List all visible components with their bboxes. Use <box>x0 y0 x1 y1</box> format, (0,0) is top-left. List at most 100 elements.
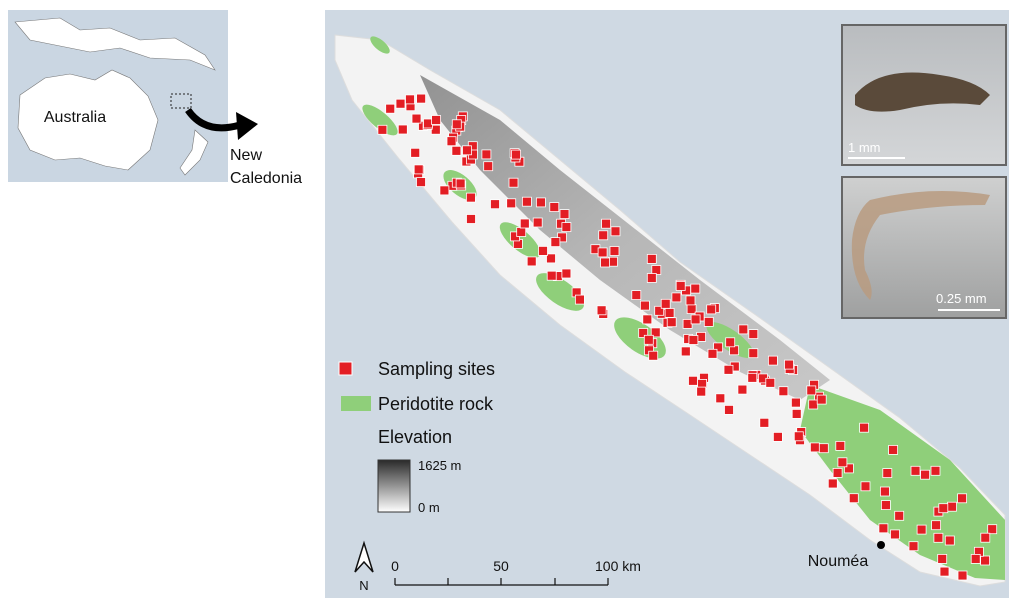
sampling-site <box>512 150 521 159</box>
sampling-site <box>507 199 516 208</box>
sampling-site <box>849 494 858 503</box>
sampling-site <box>838 458 847 467</box>
sampling-site <box>971 554 980 563</box>
sampling-site <box>417 178 426 187</box>
sampling-site <box>610 247 619 256</box>
sampling-site <box>539 246 548 255</box>
sampling-site <box>547 271 556 280</box>
sampling-site <box>522 197 531 206</box>
sampling-site <box>883 469 892 478</box>
sampling-site <box>895 511 904 520</box>
sampling-site <box>779 387 788 396</box>
sampling-site <box>833 468 842 477</box>
sampling-site <box>597 306 606 315</box>
australia-label: Australia <box>44 109 106 126</box>
sampling-site <box>644 335 653 344</box>
sampling-site <box>981 556 990 565</box>
sampling-site <box>509 178 518 187</box>
sampling-site <box>520 219 529 228</box>
sampling-site <box>452 146 461 155</box>
city-label: Nouméa <box>808 553 869 570</box>
sampling-site <box>891 530 900 539</box>
inset-map: Australia New Caledonia <box>8 10 302 187</box>
sampling-site <box>948 502 957 511</box>
sampling-site <box>879 524 888 533</box>
sampling-site <box>414 165 423 174</box>
sampling-site <box>807 386 816 395</box>
sampling-site <box>766 378 775 387</box>
legend-site-symbol <box>339 362 352 375</box>
sampling-site <box>447 137 456 146</box>
sampling-site <box>940 567 949 576</box>
sampling-site <box>909 542 918 551</box>
sampling-site <box>667 318 676 327</box>
sampling-site <box>773 432 782 441</box>
sampling-site <box>378 125 387 134</box>
elevation-max: 1625 m <box>418 458 461 473</box>
legend-label: Sampling sites <box>378 359 495 379</box>
callout-arrowhead <box>236 112 258 140</box>
sampling-site <box>810 443 819 452</box>
sampling-site <box>640 301 649 310</box>
sampling-site <box>386 104 395 113</box>
sampling-site <box>707 305 716 314</box>
sampling-site <box>482 150 491 159</box>
sampling-site <box>517 228 526 237</box>
sampling-site <box>440 186 449 195</box>
sampling-site <box>958 571 967 580</box>
sampling-site <box>691 284 700 293</box>
sampling-site <box>601 258 610 267</box>
sampling-site <box>932 521 941 530</box>
sampling-site <box>889 445 898 454</box>
sampling-site <box>917 525 926 534</box>
sampling-site <box>536 198 545 207</box>
figure: Australia New Caledonia 1 mm 0.25 mm <box>0 0 1009 598</box>
sampling-site <box>749 349 758 358</box>
main-map: 1 mm 0.25 mm Sampling sites Peridotite r… <box>325 10 1009 598</box>
sampling-site <box>643 315 652 324</box>
sampling-site <box>527 257 536 266</box>
sampling-site <box>599 231 608 240</box>
sampling-site <box>938 554 947 563</box>
sampling-site <box>661 299 670 308</box>
elevation-min: 0 m <box>418 500 440 515</box>
sampling-site <box>406 95 415 104</box>
sampling-site <box>452 120 461 129</box>
sampling-site <box>726 338 735 347</box>
sampling-site <box>828 479 837 488</box>
sampling-site <box>817 395 826 404</box>
sampling-site <box>768 356 777 365</box>
sampling-site <box>689 336 698 345</box>
sampling-site <box>939 504 948 513</box>
sampling-site <box>988 525 997 534</box>
callout-label: Caledonia <box>230 170 302 187</box>
sampling-site <box>724 365 733 374</box>
scale-label: 0 <box>391 558 399 574</box>
sampling-site <box>456 179 465 188</box>
sampling-site <box>647 254 656 263</box>
sampling-site <box>760 418 769 427</box>
sampling-site <box>689 376 698 385</box>
sampling-site <box>466 193 475 202</box>
sampling-site <box>819 444 828 453</box>
sampling-site <box>921 470 930 479</box>
sampling-site <box>691 315 700 324</box>
city-marker <box>877 541 885 549</box>
sampling-site <box>575 295 584 304</box>
legend-title: Elevation <box>378 427 452 447</box>
sampling-site <box>785 360 794 369</box>
sampling-site <box>697 387 706 396</box>
photo-scale-label: 0.25 mm <box>936 291 987 306</box>
sampling-site <box>484 162 493 171</box>
sampling-site <box>491 200 500 209</box>
sampling-site <box>411 148 420 157</box>
sampling-site <box>672 293 681 302</box>
sampling-site <box>647 274 656 283</box>
sampling-site <box>704 317 713 326</box>
sampling-site <box>602 219 611 228</box>
sampling-site <box>424 119 433 128</box>
scale-label: 100 km <box>595 558 641 574</box>
sampling-site <box>809 400 818 409</box>
scale-label: 50 <box>493 558 509 574</box>
sampling-site <box>836 441 845 450</box>
